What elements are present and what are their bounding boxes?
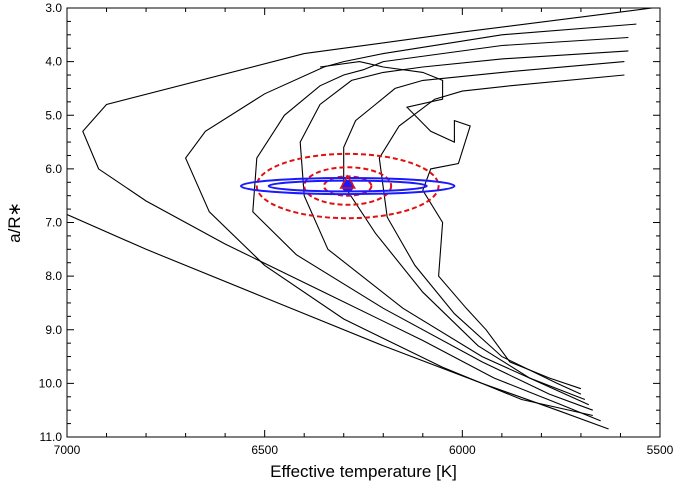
x-axis-ticks: 7000 6500 6000 5500: [54, 8, 674, 457]
measurement-triangle: [339, 174, 356, 189]
track-line-3: [184, 23, 637, 417]
y-axis-title: a/R∗: [5, 202, 24, 243]
x-tick-label: 6000: [449, 443, 476, 457]
y-tick-label: 5.0: [45, 108, 62, 122]
track-line-8: [319, 61, 582, 390]
y-axis-ticks: 3.0 4.0 5.0 6.0 7.0 8.0 9.0 10.0 11.0: [39, 1, 660, 444]
track-line-6: [343, 61, 625, 401]
y-tick-label: 9.0: [45, 323, 62, 337]
y-tick-label: 6.0: [45, 162, 62, 176]
y-tick-label: 3.0: [45, 1, 62, 15]
outer-error-ellipse-2: [303, 166, 393, 206]
y-tick-label: 11.0: [40, 430, 63, 444]
y-tick-label: 8.0: [45, 269, 62, 283]
track-line-7: [378, 74, 625, 395]
x-tick-label: 7000: [54, 443, 81, 457]
plot-frame: [66, 7, 661, 438]
y-tick-label: 10.0: [39, 376, 63, 390]
y-tick-label: 4.0: [45, 55, 62, 69]
x-tick-label: 5500: [647, 443, 674, 457]
y-tick-label: 7.0: [45, 216, 62, 230]
measurement-point: [341, 180, 354, 193]
track-line-1: [67, 213, 609, 430]
measurement-marker: [339, 174, 356, 193]
track-line-2: [82, 8, 653, 422]
track-line-5: [299, 50, 629, 406]
outer-error-ellipse-1: [255, 152, 440, 220]
x-axis-title: Effective temperature [K]: [270, 462, 457, 481]
inner-error-ellipse-1: [239, 176, 456, 196]
isochrone-tracks: [67, 8, 653, 430]
track-line-4: [252, 36, 629, 411]
x-tick-label: 6500: [251, 443, 278, 457]
